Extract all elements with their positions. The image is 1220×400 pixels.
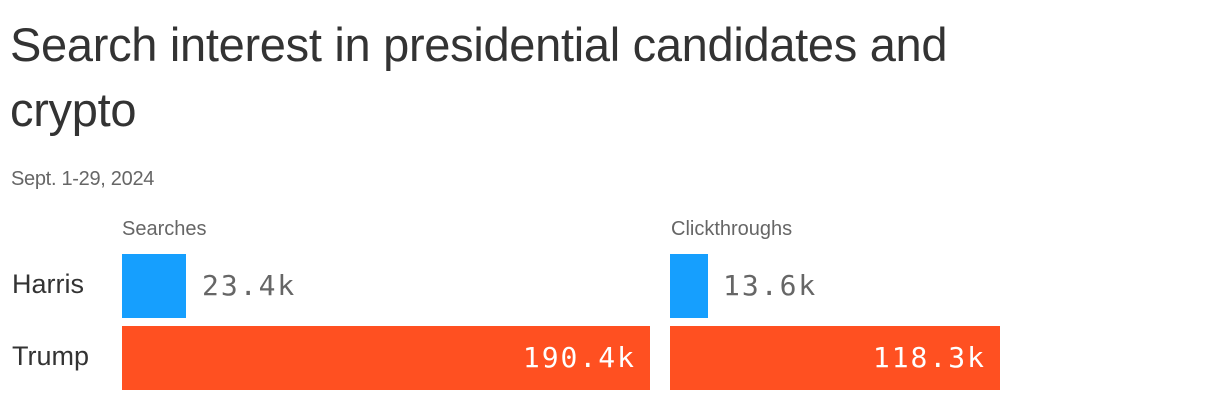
row-label-trump: Trump [12,341,90,371]
value-harris-searches: 23.4k [202,269,297,302]
row-label-harris: Harris [12,269,84,299]
panel-label-searches: Searches [122,218,207,240]
value-harris-clickthroughs: 13.6k [723,269,818,302]
value-trump-searches: 190.4k [522,341,636,374]
bar-harris-clickthroughs [670,254,708,318]
chart-title: Search interest in presidential candidat… [10,18,948,136]
bar-harris-searches [122,254,186,318]
bar-trump-clickthroughs [670,326,1000,390]
value-trump-clickthroughs: 118.3k [872,341,986,374]
chart-subtitle: Sept. 1-29, 2024 [11,168,155,190]
panel-label-clickthroughs: Clickthroughs [671,218,793,240]
bar-trump-searches [122,326,650,390]
